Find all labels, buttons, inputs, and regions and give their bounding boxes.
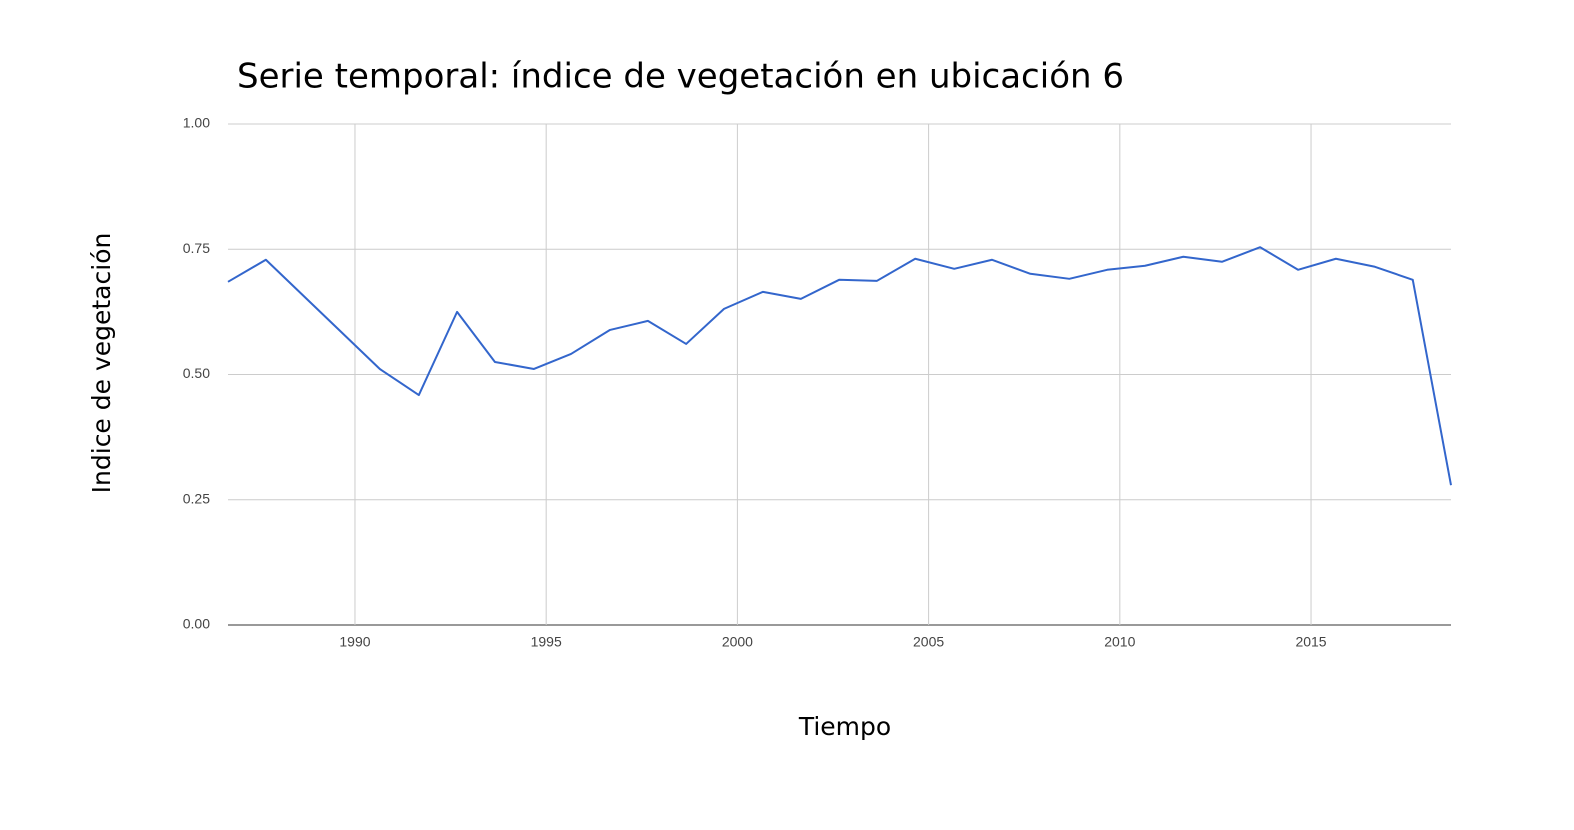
x-tick-label: 2005 [913,634,944,650]
x-tick-label: 1990 [339,634,370,650]
x-tick-label: 1995 [531,634,562,650]
x-axis-title: Tiempo [798,712,891,741]
y-tick-label: 0.75 [183,240,210,256]
y-axis-title: Indice de vegetación [87,233,116,494]
x-tick-label: 2010 [1104,634,1135,650]
x-tick-label: 2015 [1295,634,1326,650]
x-tick-label: 2000 [722,634,753,650]
y-tick-label: 1.00 [183,115,210,131]
y-tick-label: 0.25 [183,490,210,506]
chart-title: Serie temporal: índice de vegetación en … [237,57,1124,97]
data-line [227,246,1452,486]
y-tick-label: 0.50 [183,365,210,381]
y-tick-label: 0.00 [183,616,210,632]
